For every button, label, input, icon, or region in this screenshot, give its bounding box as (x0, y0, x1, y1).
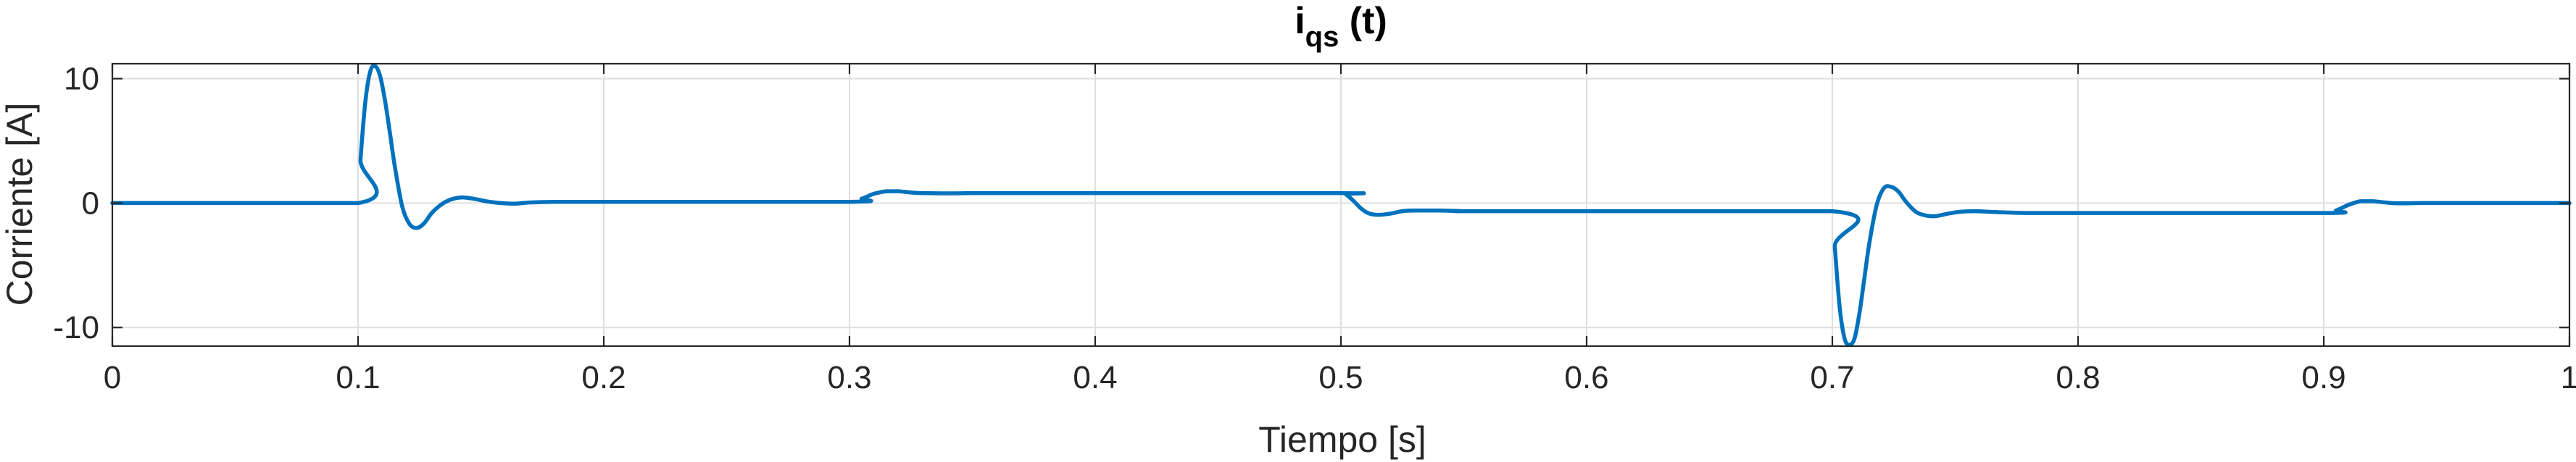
series-line-iqs (110, 64, 2572, 348)
x-tick-labels: 0 0.1 0.2 0.3 0.4 0.5 0.6 0.7 0.8 0.9 1 (104, 360, 2576, 395)
y-tick-label: 10 (64, 62, 99, 97)
title-subscript: qs (1305, 21, 1339, 53)
x-tick-label: 0.4 (1073, 360, 1117, 395)
x-tick-label: 0.9 (2301, 360, 2346, 395)
x-tick-label: 1 (2561, 360, 2576, 395)
title-suffix: (t) (1339, 0, 1387, 42)
x-tick-label: 0.1 (336, 360, 380, 395)
y-axis-label: Corriente [A] (0, 103, 40, 306)
y-tick-label: 0 (82, 185, 99, 221)
y-tick-labels: -10 0 10 (53, 62, 99, 346)
x-tick-label: 0 (104, 360, 121, 395)
x-tick-label: 0.7 (1810, 360, 1854, 395)
tick-marks (111, 64, 2571, 346)
x-tick-label: 0.3 (827, 360, 871, 395)
chart-title: iqs (t) (1295, 0, 1387, 53)
x-tick-label: 0.8 (2056, 360, 2100, 395)
title-main: i (1295, 0, 1305, 42)
x-tick-label: 0.2 (581, 360, 626, 395)
x-tick-label: 0.6 (1564, 360, 1608, 395)
x-axis-label: Tiempo [s] (1258, 419, 1426, 460)
y-tick-label: -10 (53, 310, 99, 345)
x-tick-label: 0.5 (1318, 360, 1363, 395)
